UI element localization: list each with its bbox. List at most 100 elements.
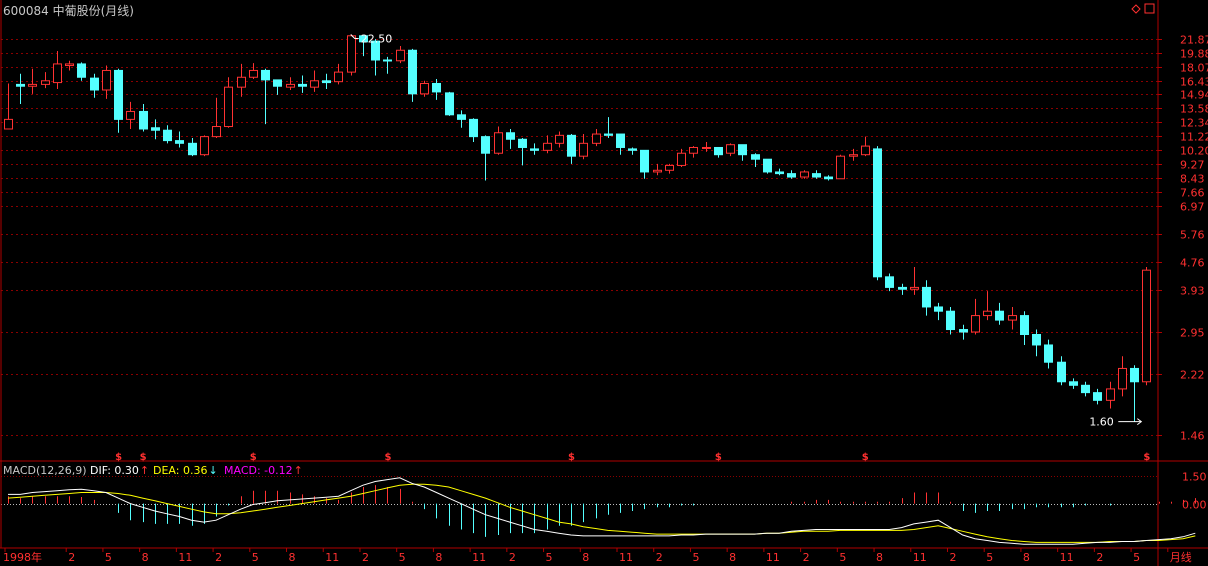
signal-marker: $ bbox=[140, 452, 147, 463]
time-tick-label: 2 bbox=[803, 551, 810, 564]
candle-body bbox=[824, 176, 833, 180]
price-tick-label: 9.27 bbox=[1180, 159, 1205, 172]
candle bbox=[445, 91, 454, 116]
candle bbox=[396, 45, 405, 64]
signal-markers: 22.50 1.60 $ $ $ $ $ $ $ $ bbox=[115, 32, 1150, 463]
candle bbox=[347, 34, 356, 76]
candle bbox=[885, 273, 894, 292]
candle-body bbox=[971, 315, 980, 333]
candle bbox=[922, 280, 931, 316]
candle-body bbox=[555, 134, 564, 144]
candle-body bbox=[543, 142, 552, 151]
candle bbox=[861, 136, 870, 157]
diamond-icon[interactable] bbox=[1131, 4, 1141, 14]
candlestick-series bbox=[4, 34, 1151, 422]
candle-body bbox=[800, 171, 809, 178]
candle bbox=[163, 125, 172, 144]
candle-body bbox=[481, 136, 490, 154]
candle bbox=[77, 62, 86, 81]
candle-body bbox=[420, 82, 429, 95]
candle-body bbox=[579, 142, 588, 157]
candle bbox=[16, 73, 25, 104]
candle bbox=[298, 75, 307, 93]
price-tick-label: 21.87 bbox=[1180, 34, 1208, 47]
candle-body bbox=[298, 83, 307, 87]
time-tick-label: 11 bbox=[178, 551, 192, 564]
dif-arrow: ↑ bbox=[140, 464, 149, 477]
candle bbox=[824, 175, 833, 181]
candle-body bbox=[151, 127, 160, 131]
time-tick-label: 11 bbox=[1060, 551, 1074, 564]
time-tick-label: 8 bbox=[289, 551, 296, 564]
price-tick-label: 16.43 bbox=[1180, 76, 1208, 89]
time-tick-label: 11 bbox=[325, 551, 339, 564]
candle bbox=[408, 48, 417, 102]
candle-body bbox=[702, 146, 711, 149]
macd-arrow: ↑ bbox=[294, 464, 303, 477]
time-tick-label: 5 bbox=[692, 551, 699, 564]
candle-body bbox=[1093, 392, 1102, 401]
price-tick-label: 10.20 bbox=[1180, 145, 1208, 158]
grid bbox=[1, 39, 1158, 505]
candle bbox=[800, 170, 809, 179]
candle bbox=[90, 73, 99, 98]
candle bbox=[567, 134, 576, 164]
candle-body bbox=[41, 80, 50, 85]
candle bbox=[1081, 381, 1090, 397]
candle-body bbox=[65, 63, 74, 67]
candle-body bbox=[812, 173, 821, 178]
time-tick-label: 11 bbox=[913, 551, 927, 564]
window-icon[interactable] bbox=[1144, 3, 1155, 14]
price-tick-label: 19.88 bbox=[1180, 48, 1208, 61]
low-label: 1.60 bbox=[1089, 416, 1114, 429]
signal-marker: $ bbox=[384, 452, 391, 463]
candle bbox=[702, 141, 711, 152]
price-tick-label: 12.34 bbox=[1180, 117, 1208, 130]
candle-body bbox=[763, 158, 772, 173]
candle bbox=[359, 35, 368, 57]
time-tick-label: 8 bbox=[1023, 551, 1030, 564]
candle bbox=[457, 110, 466, 128]
candle-body bbox=[1044, 344, 1053, 363]
time-tick-label: 8 bbox=[729, 551, 736, 564]
candle bbox=[738, 144, 747, 161]
candle-body bbox=[751, 154, 760, 160]
time-tick-label: 2 bbox=[362, 551, 369, 564]
candle bbox=[371, 39, 380, 76]
candle bbox=[971, 298, 980, 335]
candle-body bbox=[359, 35, 368, 43]
candle bbox=[322, 73, 331, 90]
candle-body bbox=[873, 148, 882, 278]
candle-body bbox=[983, 310, 992, 317]
candle bbox=[579, 134, 588, 160]
dif-value: DIF: 0.30 bbox=[90, 464, 139, 477]
candle-body bbox=[775, 171, 784, 175]
candle-body bbox=[4, 118, 13, 130]
candle bbox=[1032, 329, 1041, 357]
candle-body bbox=[616, 133, 625, 148]
time-tick-label: 5 bbox=[546, 551, 553, 564]
time-tick-label: 1998年 bbox=[3, 550, 42, 564]
candle-body bbox=[286, 83, 295, 88]
candle-body bbox=[689, 146, 698, 154]
candle-body bbox=[910, 286, 919, 290]
candle-body bbox=[995, 310, 1004, 321]
candle bbox=[273, 79, 282, 95]
candle-body bbox=[188, 142, 197, 156]
price-tick-label: 2.22 bbox=[1180, 369, 1205, 382]
time-tick-label: 5 bbox=[1133, 551, 1140, 564]
candle bbox=[836, 154, 845, 180]
corner-icons[interactable] bbox=[1131, 3, 1155, 14]
macd-tick-label: 0.00 bbox=[1182, 499, 1207, 512]
candle bbox=[983, 291, 992, 321]
time-tick-label: 11 bbox=[472, 551, 486, 564]
candle-body bbox=[175, 140, 184, 144]
candle-body bbox=[77, 63, 86, 78]
price-tick-label: 7.66 bbox=[1180, 187, 1205, 200]
price-tick-label: 2.95 bbox=[1180, 327, 1205, 340]
candle bbox=[592, 128, 601, 147]
high-label: 22.50 bbox=[361, 32, 393, 45]
candle-body bbox=[530, 148, 539, 151]
candle bbox=[775, 168, 784, 176]
candle-body bbox=[494, 132, 503, 154]
